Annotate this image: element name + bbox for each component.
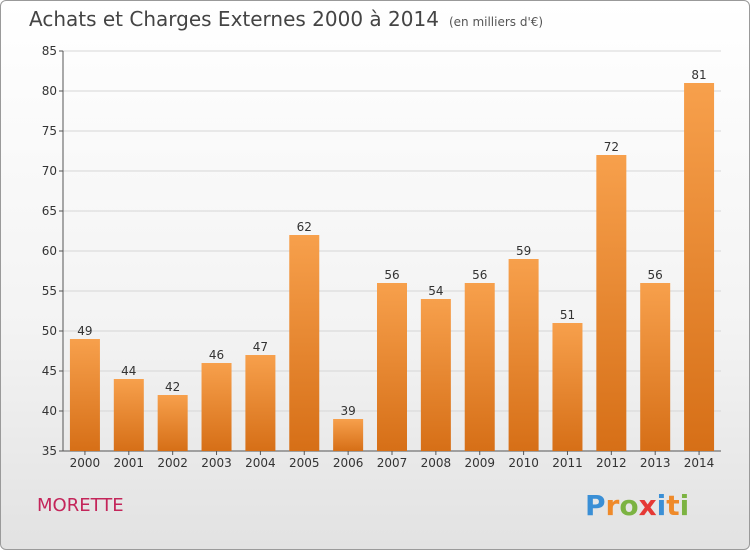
x-tick-label: 2013: [640, 456, 671, 470]
chart-title-text: Achats et Charges Externes 2000 à 2014: [29, 7, 439, 31]
data-label: 81: [691, 68, 706, 82]
x-tick-label: 2002: [157, 456, 188, 470]
bar: [640, 283, 671, 451]
logo-letter: i: [656, 489, 667, 522]
data-label: 47: [253, 340, 268, 354]
y-tick-label: 55: [42, 284, 57, 298]
bar: [157, 395, 188, 451]
y-tick-label: 50: [42, 324, 57, 338]
bar: [420, 299, 451, 451]
bar: [69, 339, 100, 451]
x-tick-label: 2004: [245, 456, 276, 470]
bar: [684, 83, 715, 451]
data-label: 62: [297, 220, 312, 234]
x-tick-label: 2006: [333, 456, 364, 470]
labels: 35 40 45 50 55 60 65 70 75 80 85 49 2000 44 2001 42 2002…: [42, 44, 715, 470]
chart-title: Achats et Charges Externes 2000 à 2014 (e…: [29, 7, 543, 31]
commune-name: MORETTE: [37, 495, 124, 516]
bar: [377, 283, 407, 451]
logo-letter: P: [585, 489, 606, 522]
x-tick-label: 2011: [552, 456, 583, 470]
unit-label: (en milliers d'€): [448, 15, 544, 29]
y-tick-label: 35: [42, 444, 57, 458]
x-tick-label: 2000: [70, 456, 101, 470]
bar: [552, 323, 583, 451]
bar: [245, 355, 276, 451]
bar: [289, 235, 320, 451]
data-label: 39: [340, 404, 355, 418]
bar: [333, 419, 364, 451]
bar: [508, 259, 539, 451]
bar: [596, 155, 627, 451]
logo-letter: o: [619, 489, 639, 522]
x-tick-label: 2007: [377, 456, 408, 470]
bar: [464, 283, 495, 451]
data-label: 51: [560, 308, 575, 322]
y-tick-label: 70: [42, 164, 57, 178]
data-label: 44: [121, 364, 136, 378]
bar: [113, 379, 144, 451]
logo-letter: x: [638, 489, 657, 522]
logo-letter: r: [605, 489, 620, 522]
data-label: 56: [648, 268, 663, 282]
y-tick-label: 75: [42, 124, 57, 138]
bars: [69, 83, 715, 451]
x-tick-label: 2008: [421, 456, 452, 470]
data-label: 49: [77, 324, 92, 338]
logo-letter: i: [679, 489, 690, 522]
x-tick-label: 2001: [114, 456, 145, 470]
x-tick-label: 2010: [508, 456, 539, 470]
y-tick-label: 60: [42, 244, 57, 258]
data-label: 56: [472, 268, 487, 282]
y-tick-label: 40: [42, 404, 57, 418]
data-label: 59: [516, 244, 531, 258]
x-tick-label: 2014: [684, 456, 715, 470]
x-tick-label: 2003: [201, 456, 232, 470]
data-label: 72: [604, 140, 619, 154]
x-tick-label: 2009: [464, 456, 495, 470]
x-tick-label: 2012: [596, 456, 627, 470]
y-tick-label: 80: [42, 84, 57, 98]
y-tick-label: 65: [42, 204, 57, 218]
logo-letter: t: [666, 489, 680, 522]
bar: [201, 363, 232, 451]
x-tick-label: 2005: [289, 456, 320, 470]
data-label: 46: [209, 348, 224, 362]
data-label: 42: [165, 380, 180, 394]
y-tick-label: 85: [42, 44, 57, 58]
data-label: 56: [384, 268, 399, 282]
y-tick-label: 45: [42, 364, 57, 378]
data-label: 54: [428, 284, 443, 298]
proxiti-logo: Proxiti: [585, 489, 689, 522]
